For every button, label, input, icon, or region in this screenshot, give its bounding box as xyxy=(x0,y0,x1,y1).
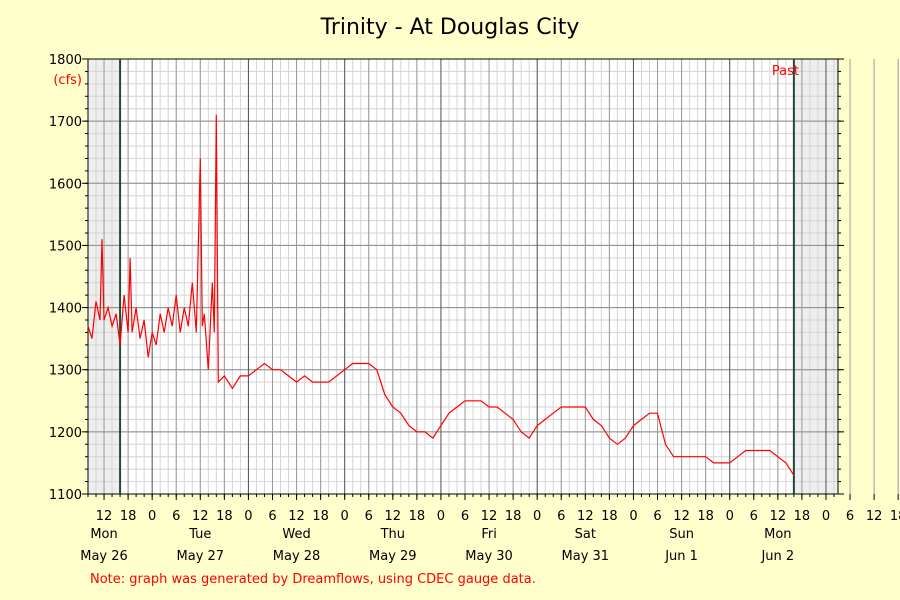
y-tick-label: 1300 xyxy=(49,364,82,379)
date-label: May 31 xyxy=(562,549,610,564)
x-tick-label: 0 xyxy=(148,509,156,524)
y-tick-label: 1400 xyxy=(49,302,82,317)
day-name-label: Thu xyxy=(380,527,405,542)
y-tick-label: 1200 xyxy=(49,426,82,441)
x-tick-label: 18 xyxy=(890,509,900,524)
y-tick-label: 1800 xyxy=(49,53,82,68)
x-tick-label: 6 xyxy=(653,509,661,524)
day-name-label: Tue xyxy=(188,527,211,542)
x-tick-label: 12 xyxy=(673,509,690,524)
date-label: May 28 xyxy=(273,549,321,564)
x-tick-label: 18 xyxy=(505,509,522,524)
x-tick-label: 12 xyxy=(481,509,498,524)
day-name-label: Wed xyxy=(282,527,310,542)
x-tick-label: 12 xyxy=(288,509,305,524)
date-label: Jun 1 xyxy=(664,549,698,564)
shaded-region xyxy=(793,59,838,494)
x-tick-label: 0 xyxy=(726,509,734,524)
x-tick-label: 0 xyxy=(437,509,445,524)
date-label: May 29 xyxy=(369,549,417,564)
x-tick-label: 12 xyxy=(96,509,113,524)
x-tick-label: 12 xyxy=(192,509,209,524)
x-tick-label: 6 xyxy=(268,509,276,524)
y-tick-label: 1500 xyxy=(49,239,82,254)
day-name-label: Mon xyxy=(764,527,791,542)
flow-series-line xyxy=(87,114,795,476)
x-tick-label: 6 xyxy=(461,509,469,524)
date-label: Jun 2 xyxy=(760,549,794,564)
x-tick-label: 6 xyxy=(750,509,758,524)
x-tick-label: 18 xyxy=(697,509,714,524)
past-label: Past xyxy=(772,64,799,79)
x-tick-label: 18 xyxy=(216,509,233,524)
y-tick-label: 1600 xyxy=(49,177,82,192)
x-tick-label: 0 xyxy=(629,509,637,524)
x-tick-label: 12 xyxy=(577,509,594,524)
source-note: Note: graph was generated by Dreamflows,… xyxy=(90,572,536,587)
x-tick-label: 0 xyxy=(244,509,252,524)
x-tick-label: 0 xyxy=(533,509,541,524)
y-tick-label: 1700 xyxy=(49,115,82,130)
x-tick-label: 18 xyxy=(409,509,426,524)
x-tick-label: 6 xyxy=(846,509,854,524)
date-label: May 26 xyxy=(80,549,128,564)
x-tick-label: 18 xyxy=(794,509,811,524)
day-name-label: Sat xyxy=(575,527,596,542)
plot-border xyxy=(87,58,839,495)
date-label: May 27 xyxy=(177,549,225,564)
day-name-label: Mon xyxy=(90,527,117,542)
x-tick-label: 0 xyxy=(341,509,349,524)
plot-background xyxy=(88,59,838,494)
chart-title: Trinity - At Douglas City xyxy=(320,15,580,40)
x-tick-label: 6 xyxy=(172,509,180,524)
x-tick-label: 18 xyxy=(601,509,618,524)
y-axis-unit: (cfs) xyxy=(53,73,82,88)
x-tick-label: 12 xyxy=(385,509,402,524)
x-tick-label: 18 xyxy=(312,509,329,524)
date-label: May 30 xyxy=(465,549,513,564)
x-tick-label: 0 xyxy=(822,509,830,524)
x-tick-label: 12 xyxy=(866,509,883,524)
x-tick-label: 6 xyxy=(557,509,565,524)
x-tick-label: 12 xyxy=(770,509,787,524)
day-name-label: Sun xyxy=(669,527,694,542)
y-tick-label: 1100 xyxy=(49,488,82,503)
x-tick-label: 6 xyxy=(365,509,373,524)
day-name-label: Fri xyxy=(481,527,497,542)
x-tick-label: 18 xyxy=(120,509,137,524)
